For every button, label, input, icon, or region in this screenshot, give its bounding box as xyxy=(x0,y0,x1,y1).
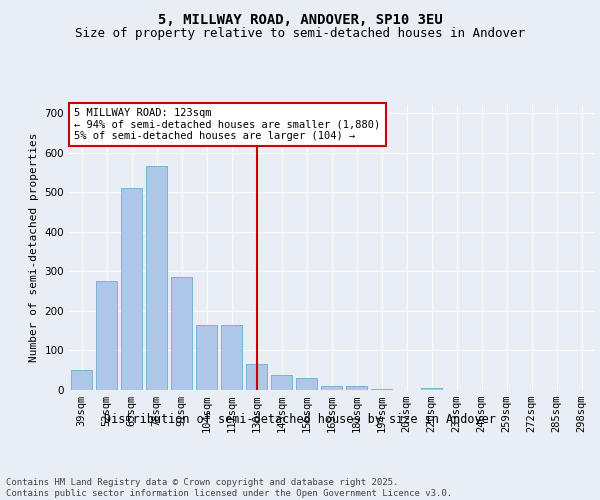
Bar xyxy=(346,386,367,390)
Bar xyxy=(221,324,242,390)
Bar xyxy=(371,389,392,390)
Bar xyxy=(246,364,267,390)
Bar xyxy=(71,370,92,390)
Text: 5 MILLWAY ROAD: 123sqm
← 94% of semi-detached houses are smaller (1,880)
5% of s: 5 MILLWAY ROAD: 123sqm ← 94% of semi-det… xyxy=(74,108,380,141)
Bar xyxy=(171,277,192,390)
Bar xyxy=(121,188,142,390)
Bar xyxy=(146,166,167,390)
Bar xyxy=(271,375,292,390)
Y-axis label: Number of semi-detached properties: Number of semi-detached properties xyxy=(29,132,39,362)
Bar xyxy=(321,386,342,390)
Text: Distribution of semi-detached houses by size in Andover: Distribution of semi-detached houses by … xyxy=(104,412,496,426)
Bar xyxy=(421,388,442,390)
Text: 5, MILLWAY ROAD, ANDOVER, SP10 3EU: 5, MILLWAY ROAD, ANDOVER, SP10 3EU xyxy=(158,12,442,26)
Bar xyxy=(96,281,117,390)
Bar xyxy=(296,378,317,390)
Bar xyxy=(196,324,217,390)
Text: Contains HM Land Registry data © Crown copyright and database right 2025.
Contai: Contains HM Land Registry data © Crown c… xyxy=(6,478,452,498)
Text: Size of property relative to semi-detached houses in Andover: Size of property relative to semi-detach… xyxy=(75,28,525,40)
